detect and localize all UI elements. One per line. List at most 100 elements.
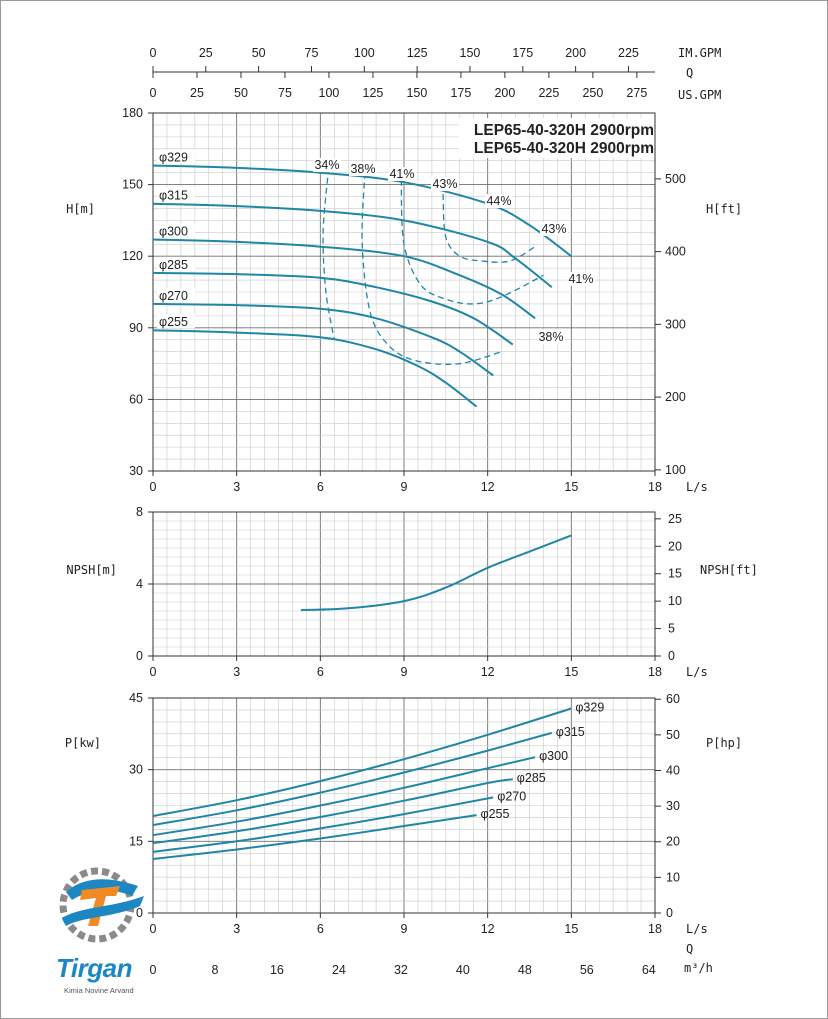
x-tick-label: 0 (150, 665, 157, 679)
us-gpm-tick-label: 200 (494, 86, 515, 100)
efficiency-label: 44% (486, 194, 511, 208)
us-gpm-tick-label: 175 (450, 86, 471, 100)
power-curve-label: φ300 (539, 749, 568, 763)
y-tick-label: 180 (122, 106, 143, 120)
logo-wordmark: Tirgan (56, 953, 132, 983)
chart-title-line2: LEP65-40-320H 2900rpm (474, 140, 654, 157)
m3h-tick-label: 16 (270, 963, 284, 977)
head-curve-label: φ255 (159, 315, 188, 329)
diameter-label-bg (157, 314, 195, 329)
y-tick-label: 45 (129, 691, 143, 705)
right-tick-label: 20 (668, 539, 682, 553)
y-tick-label: 4 (136, 577, 143, 591)
efficiency-iso-line (400, 179, 544, 305)
diameter-label-bg (157, 187, 195, 202)
efficiency-label-bg (349, 162, 377, 176)
power-curve-label: φ270 (497, 789, 526, 803)
us-gpm-tick-label: 100 (319, 86, 340, 100)
y-tick-label: 90 (129, 321, 143, 335)
power-curve-label: φ315 (556, 725, 585, 739)
im-gpm-tick-label: 200 (565, 46, 586, 60)
x-tick-label: 9 (401, 922, 408, 936)
head-curve-line (152, 202, 553, 288)
x-tick-label: 6 (317, 665, 324, 679)
x-tick-label: 12 (481, 665, 495, 679)
x-tick-label: 0 (150, 480, 157, 494)
x-tick-label: 0 (150, 922, 157, 936)
gear-logo-icon (59, 867, 144, 943)
power-curve-line (152, 707, 572, 817)
us-gpm-tick-label: 75 (278, 86, 292, 100)
power-curve-label: φ255 (481, 807, 510, 821)
y-axis-label: P[kw] (65, 736, 101, 750)
us-gpm-tick-label: 25 (190, 86, 204, 100)
m3h-tick-label: 64 (642, 963, 656, 977)
right-tick-label: 0 (666, 906, 673, 920)
im-gpm-tick-label: 100 (354, 46, 375, 60)
efficiency-iso-line (322, 167, 335, 340)
y-axis-right-label: P[hp] (706, 736, 742, 750)
right-tick-label: 300 (665, 317, 686, 331)
right-tick-label: 25 (668, 512, 682, 526)
m3h-tick-label: 56 (580, 963, 594, 977)
power-curve-line (152, 796, 494, 853)
x-tick-label: 12 (481, 480, 495, 494)
right-tick-label: 60 (666, 692, 680, 706)
efficiency-label-bg (567, 272, 595, 286)
m3h-tick-label: 40 (456, 963, 470, 977)
right-tick-label: 100 (665, 463, 686, 477)
npsh-curve-line (300, 534, 572, 612)
right-tick-label: 0 (668, 649, 675, 663)
us-gpm-label: US.GPM (678, 88, 721, 102)
right-tick-label: 30 (666, 799, 680, 813)
right-tick-label: 40 (666, 763, 680, 777)
head-curve-label: φ300 (159, 224, 188, 238)
im-gpm-tick-label: 25 (199, 46, 213, 60)
y-tick-label: 150 (122, 178, 143, 192)
efficiency-label-bg (388, 167, 416, 181)
im-gpm-tick-label: 75 (305, 46, 319, 60)
efficiency-label-bg (431, 177, 459, 191)
x-tick-label: 3 (233, 922, 240, 936)
head-curve-line (152, 238, 536, 320)
x-axis-unit-label: L/s (686, 480, 708, 494)
title-background (459, 118, 654, 158)
efficiency-label-bg (485, 194, 513, 208)
efficiency-label-bg (537, 330, 565, 344)
bottom-q-label: Q (686, 942, 693, 956)
im-gpm-tick-label: 150 (460, 46, 481, 60)
power-curve-line (152, 778, 513, 845)
y-tick-label: 8 (136, 505, 143, 519)
im-gpm-tick-label: 50 (252, 46, 266, 60)
x-tick-label: 15 (564, 922, 578, 936)
head-curve-label: φ270 (159, 289, 188, 303)
right-tick-label: 500 (665, 172, 686, 186)
x-tick-label: 9 (401, 665, 408, 679)
x-tick-label: 15 (564, 665, 578, 679)
right-tick-label: 15 (668, 567, 682, 581)
right-tick-label: 5 (668, 622, 675, 636)
efficiency-label: 34% (314, 158, 339, 172)
us-gpm-tick-label: 50 (234, 86, 248, 100)
us-gpm-tick-label: 250 (582, 86, 603, 100)
company-logo (52, 860, 152, 1000)
right-tick-label: 400 (665, 245, 686, 259)
right-tick-label: 10 (666, 870, 680, 884)
y-tick-label: 30 (129, 763, 143, 777)
y-tick-label: 0 (136, 906, 143, 920)
y-tick-label: 30 (129, 464, 143, 478)
efficiency-label: 43% (432, 177, 457, 191)
efficiency-label-bg (540, 222, 568, 236)
m3h-tick-label: 48 (518, 963, 532, 977)
y-tick-label: 15 (129, 834, 143, 848)
diameter-label-bg (157, 287, 195, 302)
us-gpm-tick-label: 150 (406, 86, 427, 100)
efficiency-label: 41% (389, 167, 414, 181)
us-gpm-tick-label: 0 (150, 86, 157, 100)
diameter-label-bg (157, 256, 195, 271)
m3h-unit-label: m³/h (684, 961, 713, 975)
y-tick-label: 120 (122, 249, 143, 263)
y-axis-label: H[m] (66, 202, 95, 216)
x-tick-label: 3 (233, 665, 240, 679)
